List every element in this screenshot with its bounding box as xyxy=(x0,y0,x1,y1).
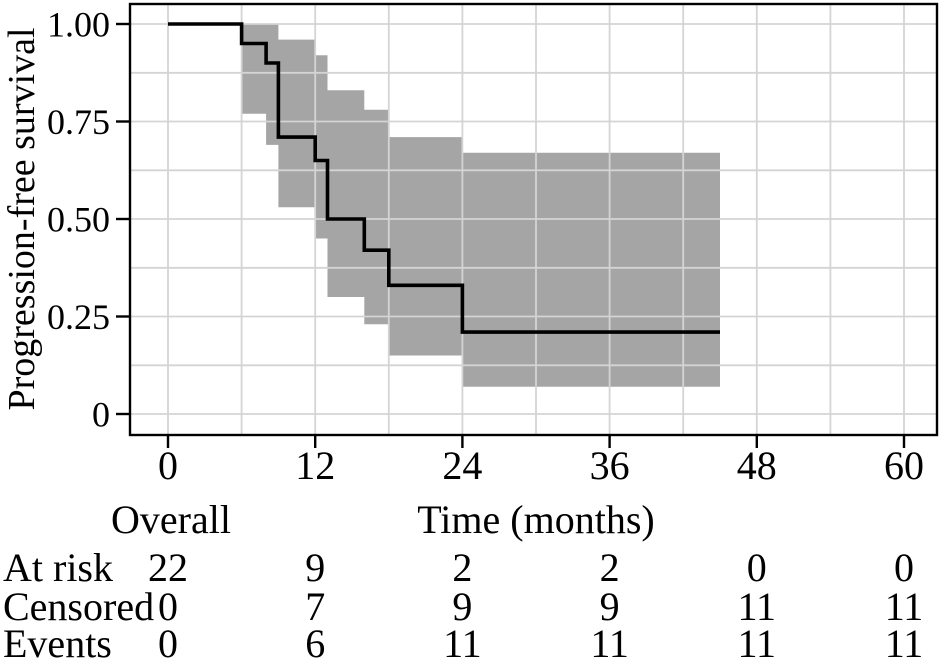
risk-table-row: Censored 0 7 9 9 11 11 xyxy=(3,584,923,629)
x-tick-label: 12 xyxy=(295,443,335,488)
y-tick-label: 0.50 xyxy=(47,200,110,240)
risk-table-row: At risk 22 9 2 2 0 0 xyxy=(3,545,914,590)
risk-table-value: 7 xyxy=(305,584,325,629)
confidence-band xyxy=(241,24,720,387)
x-tick-label: 36 xyxy=(590,443,630,488)
x-tick-label: 0 xyxy=(158,443,178,488)
x-tick-label: 48 xyxy=(737,443,777,488)
risk-table-value: 11 xyxy=(590,621,629,658)
risk-table-row-label: Censored xyxy=(3,584,154,629)
risk-table-value: 11 xyxy=(885,621,924,658)
x-tick-label: 60 xyxy=(884,443,924,488)
km-curve xyxy=(168,22,720,334)
risk-table-value: 9 xyxy=(600,584,620,629)
risk-table-row: Events 0 6 11 11 11 11 xyxy=(3,621,923,658)
x-axis-title: Time (months) xyxy=(417,497,654,542)
gridlines xyxy=(130,4,937,435)
risk-table-value: 11 xyxy=(738,584,777,629)
y-tick-label: 0.25 xyxy=(47,297,110,337)
x-tick-label: 24 xyxy=(442,443,482,488)
risk-table-value: 9 xyxy=(452,584,472,629)
risk-table-value: 0 xyxy=(158,621,178,658)
risk-table-value: 11 xyxy=(738,621,777,658)
risk-table-value: 0 xyxy=(894,545,914,590)
risk-table-value: 9 xyxy=(305,545,325,590)
risk-table-value: 11 xyxy=(443,621,482,658)
y-tick-label: 1.00 xyxy=(47,5,110,45)
risk-table-value: 0 xyxy=(158,584,178,629)
x-axis-tick-labels: 0 12 24 36 48 60 xyxy=(158,443,924,488)
risk-table-value: 6 xyxy=(305,621,325,658)
axis-ticks xyxy=(116,22,906,448)
risk-table-value: 22 xyxy=(148,545,188,590)
risk-table-value: 2 xyxy=(600,545,620,590)
y-axis-tick-labels: 1.00 0.75 0.50 0.25 0 xyxy=(47,5,110,435)
risk-table-value: 2 xyxy=(452,545,472,590)
risk-table-value: 0 xyxy=(747,545,767,590)
y-axis-title: Progression-free survival xyxy=(1,27,43,410)
risk-table-row-label: At risk xyxy=(3,545,113,590)
y-tick-label: 0.75 xyxy=(47,102,110,142)
risk-table-value: 11 xyxy=(885,584,924,629)
risk-table-row-label: Events xyxy=(3,621,112,658)
risk-table-group-label: Overall xyxy=(111,497,231,542)
y-tick-label: 0 xyxy=(92,395,110,435)
